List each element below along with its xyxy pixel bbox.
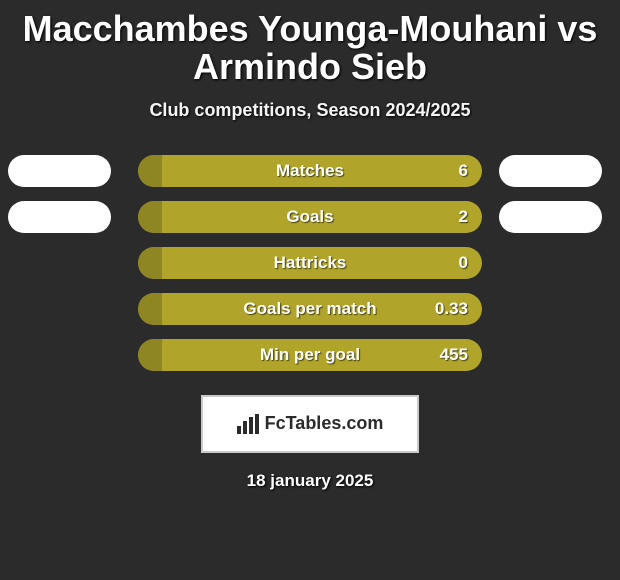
stat-row: Hattricks0 <box>0 247 620 279</box>
stat-row: Goals2 <box>0 201 620 233</box>
stat-value: 2 <box>459 207 468 227</box>
stat-bar: Goals per match0.33 <box>138 293 482 325</box>
stat-row: Matches6 <box>0 155 620 187</box>
stat-value: 0 <box>459 253 468 273</box>
stat-bar: Min per goal455 <box>138 339 482 371</box>
stat-value: 455 <box>440 345 468 365</box>
stat-row: Min per goal455 <box>0 339 620 371</box>
date-label: 18 january 2025 <box>0 471 620 491</box>
stat-value: 6 <box>459 161 468 181</box>
stat-value: 0.33 <box>435 299 468 319</box>
stat-label: Hattricks <box>138 253 482 273</box>
stat-label: Goals per match <box>138 299 482 319</box>
page-title: Macchambes Younga-Mouhani vs Armindo Sie… <box>0 0 620 86</box>
stat-bar: Matches6 <box>138 155 482 187</box>
stat-label: Matches <box>138 161 482 181</box>
player-left-pill <box>8 201 111 233</box>
player-left-pill <box>8 155 111 187</box>
stat-label: Goals <box>138 207 482 227</box>
stat-rows: Matches6Goals2Hattricks0Goals per match0… <box>0 155 620 371</box>
brand-box[interactable]: FcTables.com <box>201 395 419 453</box>
stat-label: Min per goal <box>138 345 482 365</box>
stat-row: Goals per match0.33 <box>0 293 620 325</box>
player-right-pill <box>499 201 602 233</box>
stat-bar: Hattricks0 <box>138 247 482 279</box>
brand-label: FcTables.com <box>265 413 384 434</box>
stat-bar: Goals2 <box>138 201 482 233</box>
player-right-pill <box>499 155 602 187</box>
bar-chart-icon <box>237 414 259 434</box>
subtitle: Club competitions, Season 2024/2025 <box>0 100 620 121</box>
